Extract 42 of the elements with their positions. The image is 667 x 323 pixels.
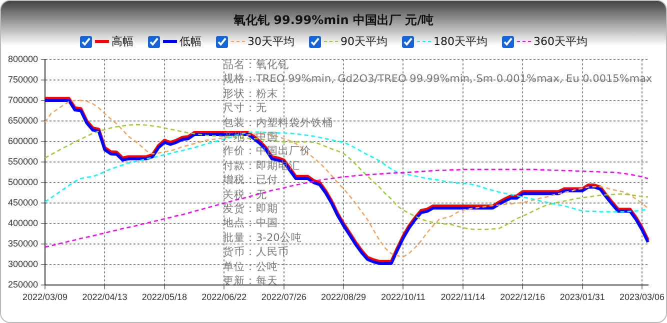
line-series	[44, 168, 649, 248]
x-tick-label: 2022/10/11	[381, 292, 426, 302]
legend-label: 180天平均	[434, 34, 488, 49]
annotation: 更新：每天	[223, 274, 279, 288]
y-tick-label: 550000	[8, 156, 38, 167]
x-tick-label: 2023/01/31	[560, 292, 605, 302]
annotation: 货币：人民币	[223, 245, 290, 260]
x-tick-label: 2022/08/29	[321, 292, 366, 302]
y-tick-label: 800000	[8, 54, 38, 64]
y-tick-label: 250000	[8, 280, 38, 290]
x-tick-label: 2022/06/22	[202, 292, 247, 302]
annotation: 规格：TREO 99%min, Gd2O3/TREO 99.99%min, Sm 0.001%max, Eu 0.0015%max	[223, 72, 652, 87]
x-tick-label: 2022/05/18	[142, 292, 187, 302]
legend-label: 高幅	[112, 34, 134, 49]
annotation: 单位：公吨	[223, 260, 279, 274]
x-tick-label: 2022/12/16	[500, 292, 546, 302]
x-tick-label: 2023/03/06	[620, 292, 665, 302]
annotation: 品名：氧化钆	[223, 58, 290, 72]
y-tick-label: 300000	[8, 259, 38, 270]
legend-label: 30天平均	[248, 34, 294, 49]
y-tick-label: 650000	[8, 115, 38, 126]
annotation: 形状：粉末	[223, 86, 279, 102]
x-tick-label: 2022/03/09	[22, 292, 68, 302]
y-tick-label: 350000	[8, 238, 38, 249]
y-tick-label: 450000	[8, 198, 38, 208]
x-tick-label: 2022/07/26	[261, 292, 306, 302]
legend-label: 360天平均	[534, 34, 588, 49]
annotation: 批量：3-20公吨	[223, 230, 303, 246]
y-tick-label: 600000	[8, 136, 38, 146]
annotation: 增税：已付	[223, 173, 279, 188]
annotation: 发货：即期	[223, 202, 279, 216]
y-tick-label: 400000	[8, 218, 38, 228]
y-tick-label: 500000	[8, 177, 38, 188]
x-tick-label: 2022/04/13	[82, 292, 128, 302]
chart-title: 氧化钆 99.99%min 中国出厂 元/吨	[232, 12, 435, 29]
annotation: 地点：中国	[223, 216, 279, 231]
legend-label: 90天平均	[340, 34, 388, 49]
annotation: 尺寸：无	[223, 101, 268, 116]
y-tick-label: 700000	[8, 94, 38, 105]
y-tick-label: 750000	[8, 74, 38, 84]
legend-label: 低幅	[180, 34, 202, 49]
x-tick-label: 2022/11/14	[440, 292, 486, 302]
